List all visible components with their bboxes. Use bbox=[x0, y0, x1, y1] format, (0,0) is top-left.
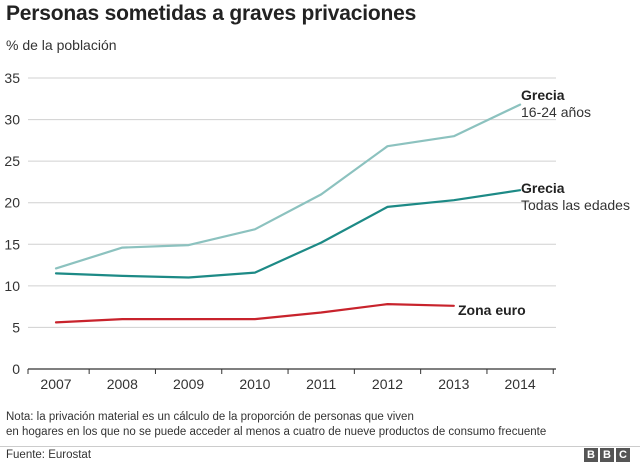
bbc-logo-letter-1: B bbox=[584, 448, 598, 462]
series-label-grecia_16_24: Grecia bbox=[521, 87, 565, 103]
series-line-grecia_16_24 bbox=[54, 103, 522, 270]
x-tick-labels: 2007 2008 2009 2010 2011 2012 2013 2014 bbox=[40, 376, 535, 392]
x-tick-label: 2014 bbox=[505, 376, 536, 392]
series-line-zona_euro bbox=[54, 303, 455, 324]
y-tick-label: 5 bbox=[12, 319, 20, 335]
y-axis-unit-label: % de la población bbox=[6, 37, 117, 53]
series-sublabel-grecia_todas: Todas las edades bbox=[521, 197, 630, 213]
footer-divider bbox=[0, 446, 640, 447]
x-tick-label: 2011 bbox=[306, 376, 336, 392]
y-tick-label: 30 bbox=[4, 112, 20, 128]
series-line-grecia_todas bbox=[54, 189, 522, 279]
x-tick-label: 2013 bbox=[438, 376, 469, 392]
x-tick-label: 2009 bbox=[173, 376, 204, 392]
bbc-logo-letter-2: B bbox=[600, 448, 614, 462]
series-label-grecia_todas: Grecia bbox=[521, 180, 565, 196]
series-lines bbox=[54, 103, 522, 324]
series-sublabel-grecia_16_24: 16-24 años bbox=[521, 104, 591, 120]
footnote: Nota: la privación material es un cálcul… bbox=[6, 410, 636, 440]
y-tick-label: 25 bbox=[4, 153, 20, 169]
x-tick-label: 2010 bbox=[239, 376, 270, 392]
y-tick-label: 10 bbox=[4, 278, 20, 294]
bbc-logo: B B C bbox=[584, 448, 630, 462]
y-tick-label: 0 bbox=[12, 361, 20, 377]
source-credit: Fuente: Eurostat bbox=[6, 449, 92, 461]
series-label-zona_euro: Zona euro bbox=[458, 302, 526, 318]
y-tick-labels: 0 5 10 15 20 25 30 35 bbox=[4, 70, 20, 377]
footnote-line-2: en hogares en los que no se puede accede… bbox=[6, 426, 547, 438]
y-tick-label: 20 bbox=[4, 195, 20, 211]
x-tick-label: 2008 bbox=[107, 376, 138, 392]
x-tick-label: 2012 bbox=[372, 376, 403, 392]
y-tick-label: 15 bbox=[4, 236, 20, 252]
y-tick-label: 35 bbox=[4, 70, 20, 86]
chart-title: Personas sometidas a graves privaciones bbox=[6, 2, 417, 25]
x-tick-label: 2007 bbox=[40, 376, 71, 392]
grid-lines bbox=[27, 77, 556, 374]
footnote-line-1: Nota: la privación material es un cálcul… bbox=[6, 411, 414, 423]
bbc-logo-letter-3: C bbox=[616, 448, 630, 462]
